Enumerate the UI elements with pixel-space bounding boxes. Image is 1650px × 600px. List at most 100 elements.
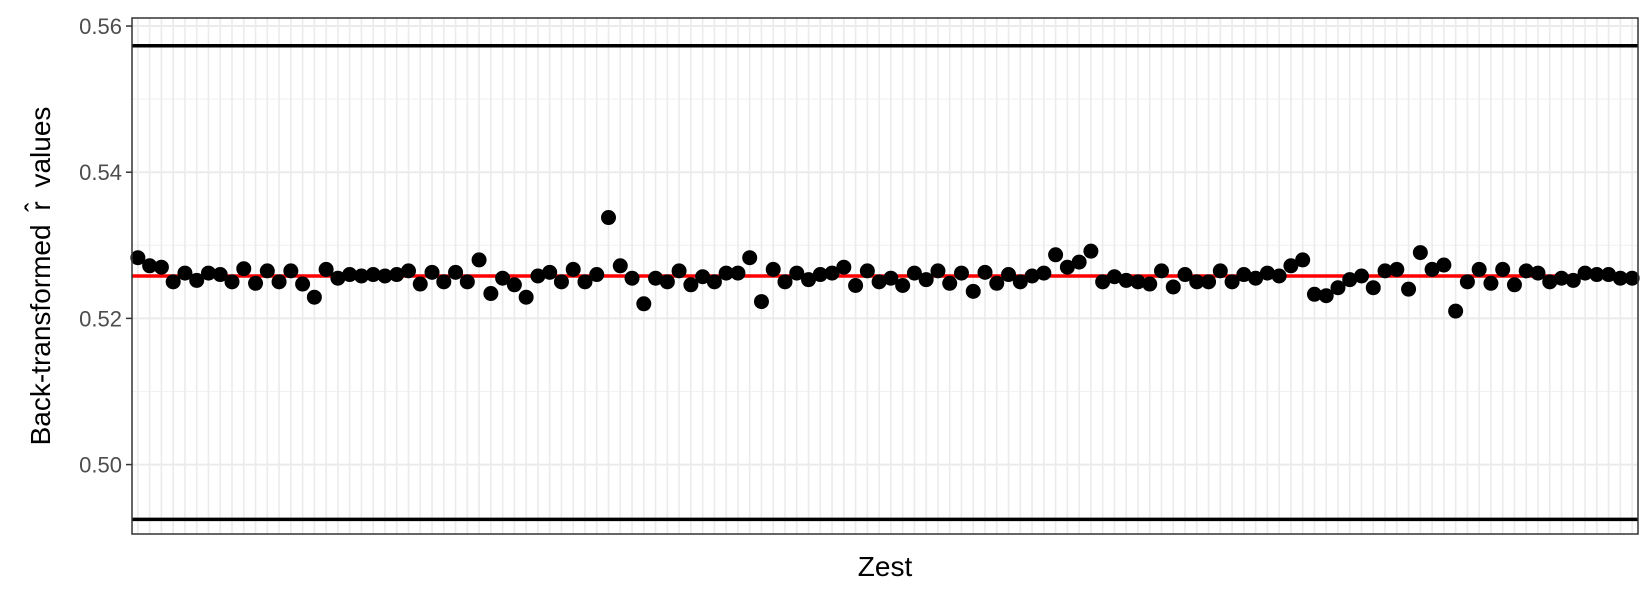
data-point — [577, 274, 593, 290]
data-point — [1024, 268, 1040, 284]
data-point — [295, 276, 311, 292]
data-point — [1577, 265, 1593, 281]
data-point — [1318, 288, 1334, 304]
data-point — [530, 268, 546, 284]
data-point — [836, 259, 852, 275]
data-point — [1342, 272, 1358, 288]
data-point — [1142, 276, 1158, 292]
data-point — [589, 267, 605, 283]
data-point — [706, 274, 722, 290]
data-point — [471, 252, 487, 268]
data-point — [506, 277, 522, 293]
y-tick-label: 0.52 — [79, 306, 122, 331]
data-point — [565, 261, 581, 277]
data-point — [248, 275, 264, 291]
data-point — [353, 268, 369, 284]
data-point — [753, 294, 769, 310]
data-point — [142, 258, 158, 274]
data-point — [1601, 267, 1617, 283]
data-point — [612, 258, 628, 274]
data-point — [236, 261, 252, 277]
data-point — [801, 272, 817, 288]
y-tick-label: 0.56 — [79, 14, 122, 39]
data-point — [1424, 261, 1440, 277]
data-point — [859, 263, 875, 279]
data-point — [659, 274, 675, 290]
data-point — [1036, 265, 1052, 281]
data-point — [495, 270, 511, 286]
data-point — [1271, 268, 1287, 284]
data-point — [871, 274, 887, 290]
data-point — [1401, 281, 1417, 297]
data-point — [518, 289, 534, 305]
data-point — [789, 265, 805, 281]
y-axis-ticks: 0.50 0.52 0.54 0.56 — [79, 14, 132, 478]
data-point — [271, 274, 287, 290]
data-point — [648, 270, 664, 286]
data-point — [459, 274, 475, 290]
data-point — [412, 276, 428, 292]
data-point — [1471, 261, 1487, 277]
data-point — [1448, 303, 1464, 319]
data-point — [1048, 247, 1064, 263]
data-point — [977, 264, 993, 280]
data-point — [130, 250, 146, 266]
data-point — [342, 267, 358, 283]
y-axis-title: Back-transformed r̂ values — [25, 107, 56, 446]
data-point — [542, 264, 558, 280]
data-point — [318, 261, 334, 277]
data-point — [777, 274, 793, 290]
data-point — [400, 263, 416, 279]
data-point — [1306, 286, 1322, 302]
data-point — [448, 264, 464, 280]
data-point — [1612, 270, 1628, 286]
data-point — [989, 275, 1005, 291]
data-point — [165, 274, 181, 290]
data-point — [965, 283, 981, 299]
data-point — [1554, 270, 1570, 286]
panel-border — [131, 17, 1639, 535]
data-point — [883, 270, 899, 286]
data-point — [1118, 272, 1134, 288]
data-point — [483, 286, 499, 302]
data-point — [1412, 245, 1428, 261]
data-point — [812, 267, 828, 283]
data-point — [1483, 275, 1499, 291]
data-point — [389, 267, 405, 283]
data-point — [1165, 279, 1181, 295]
data-point — [1624, 270, 1640, 286]
data-point — [683, 277, 699, 293]
data-point — [1365, 280, 1381, 296]
data-point — [1565, 272, 1581, 288]
data-point — [1436, 257, 1452, 273]
data-point — [742, 250, 758, 266]
y-tick-label: 0.54 — [79, 160, 122, 185]
data-point — [189, 272, 205, 288]
data-point — [200, 265, 216, 281]
data-point — [730, 265, 746, 281]
data-point — [1059, 259, 1075, 275]
data-point — [848, 278, 864, 294]
data-point — [1495, 261, 1511, 277]
data-point — [1459, 274, 1475, 290]
data-point — [1248, 270, 1264, 286]
data-point — [306, 289, 322, 305]
data-point — [212, 267, 228, 283]
data-point — [1330, 280, 1346, 296]
data-point — [1354, 268, 1370, 284]
data-points — [130, 210, 1640, 319]
data-point — [1283, 258, 1299, 274]
data-point — [1012, 274, 1028, 290]
data-point — [1153, 263, 1169, 279]
y-tick-label: 0.50 — [79, 453, 122, 478]
data-point — [918, 272, 934, 288]
data-point — [259, 263, 275, 279]
data-point — [1106, 269, 1122, 285]
data-point — [365, 267, 381, 283]
data-point — [1589, 267, 1605, 283]
data-point — [1295, 252, 1311, 268]
data-point — [624, 270, 640, 286]
data-point — [1224, 274, 1240, 290]
